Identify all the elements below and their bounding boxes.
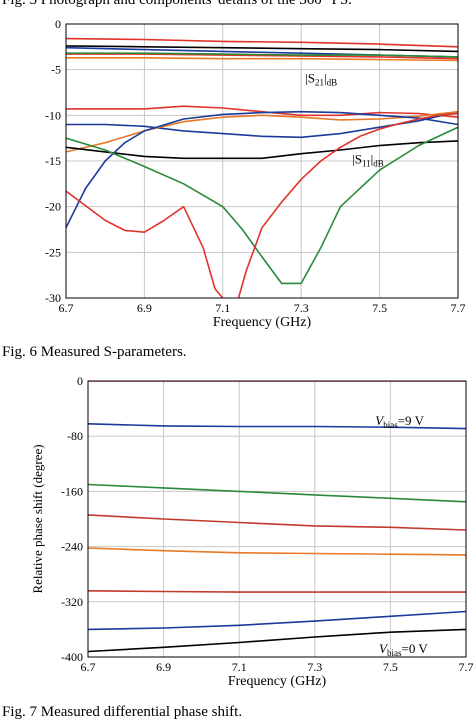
series-line: [237, 112, 458, 298]
series-line: [66, 45, 458, 53]
x-tick-label: 7.7: [451, 301, 466, 315]
x-tick-label: 7.3: [294, 301, 309, 315]
y-tick-label: -320: [61, 595, 83, 609]
x-tick-label: 7.7: [459, 660, 474, 674]
x-axis-label: Frequency (GHz): [213, 315, 312, 330]
fig5-caption: Fig. 5 Photograph and components' detail…: [2, 0, 352, 8]
y-tick-label: -80: [67, 429, 83, 443]
y-tick-label: 0: [55, 17, 61, 31]
y-tick-label: -10: [45, 108, 61, 122]
series-line: [66, 140, 458, 160]
y-tick-label: -15: [45, 154, 61, 168]
series-line: [66, 37, 458, 48]
x-tick-label: 6.9: [137, 301, 152, 315]
x-axis-label: Frequency (GHz): [228, 674, 327, 689]
y-tick-label: -400: [61, 650, 83, 664]
series-line: [88, 547, 466, 556]
x-tick-label: 6.7: [81, 660, 96, 674]
x-tick-label: 7.3: [307, 660, 322, 674]
y-tick-label: 0: [77, 374, 83, 388]
y-tick-label: -30: [45, 291, 61, 305]
series-line: [88, 514, 466, 531]
series-line: [66, 53, 458, 60]
y-tick-label: -160: [61, 484, 83, 498]
series-group: [66, 37, 458, 298]
series-line: [88, 610, 466, 631]
annotation: |S21|dB: [305, 70, 337, 87]
annotation: |S11|dB: [352, 152, 384, 169]
x-tick-label: 7.1: [232, 660, 247, 674]
series-group: [88, 381, 466, 653]
s-parameter-chart: 6.7 6.9 7.1 7.3 7.5 7.7 0 -5 -10 -15 -20 -25 -30 Freq…: [45, 17, 466, 330]
series-line: [88, 628, 466, 653]
x-tick-label: 6.9: [156, 660, 171, 674]
plot-frame: [65, 23, 459, 299]
plot-frame: [87, 380, 467, 658]
fig6-caption: Fig. 6 Measured S-parameters.: [2, 344, 187, 360]
series-line: [66, 126, 458, 285]
x-tick-label: 7.1: [215, 301, 230, 315]
series-line: [66, 110, 458, 229]
x-tick-label: 6.7: [59, 301, 74, 315]
x-tick-label: 7.5: [383, 660, 398, 674]
series-line: [66, 105, 458, 118]
series-line: [88, 483, 466, 503]
y-tick-label: -25: [45, 245, 61, 259]
annotation: Vbias=0 V: [379, 641, 428, 658]
series-line: [66, 190, 224, 298]
series-line: [66, 52, 458, 58]
y-tick-label: -20: [45, 200, 61, 214]
x-tick-label: 7.5: [372, 301, 387, 315]
y-axis-label: Relative phase shift (degree): [30, 444, 45, 593]
y-tick-label: -240: [61, 540, 83, 554]
annotation: Vbias=9 V: [375, 413, 424, 430]
series-line: [66, 110, 458, 153]
series-line: [88, 590, 466, 593]
y-tick-label: -5: [51, 63, 61, 77]
series-line: [66, 56, 458, 62]
series-line: [88, 423, 466, 430]
